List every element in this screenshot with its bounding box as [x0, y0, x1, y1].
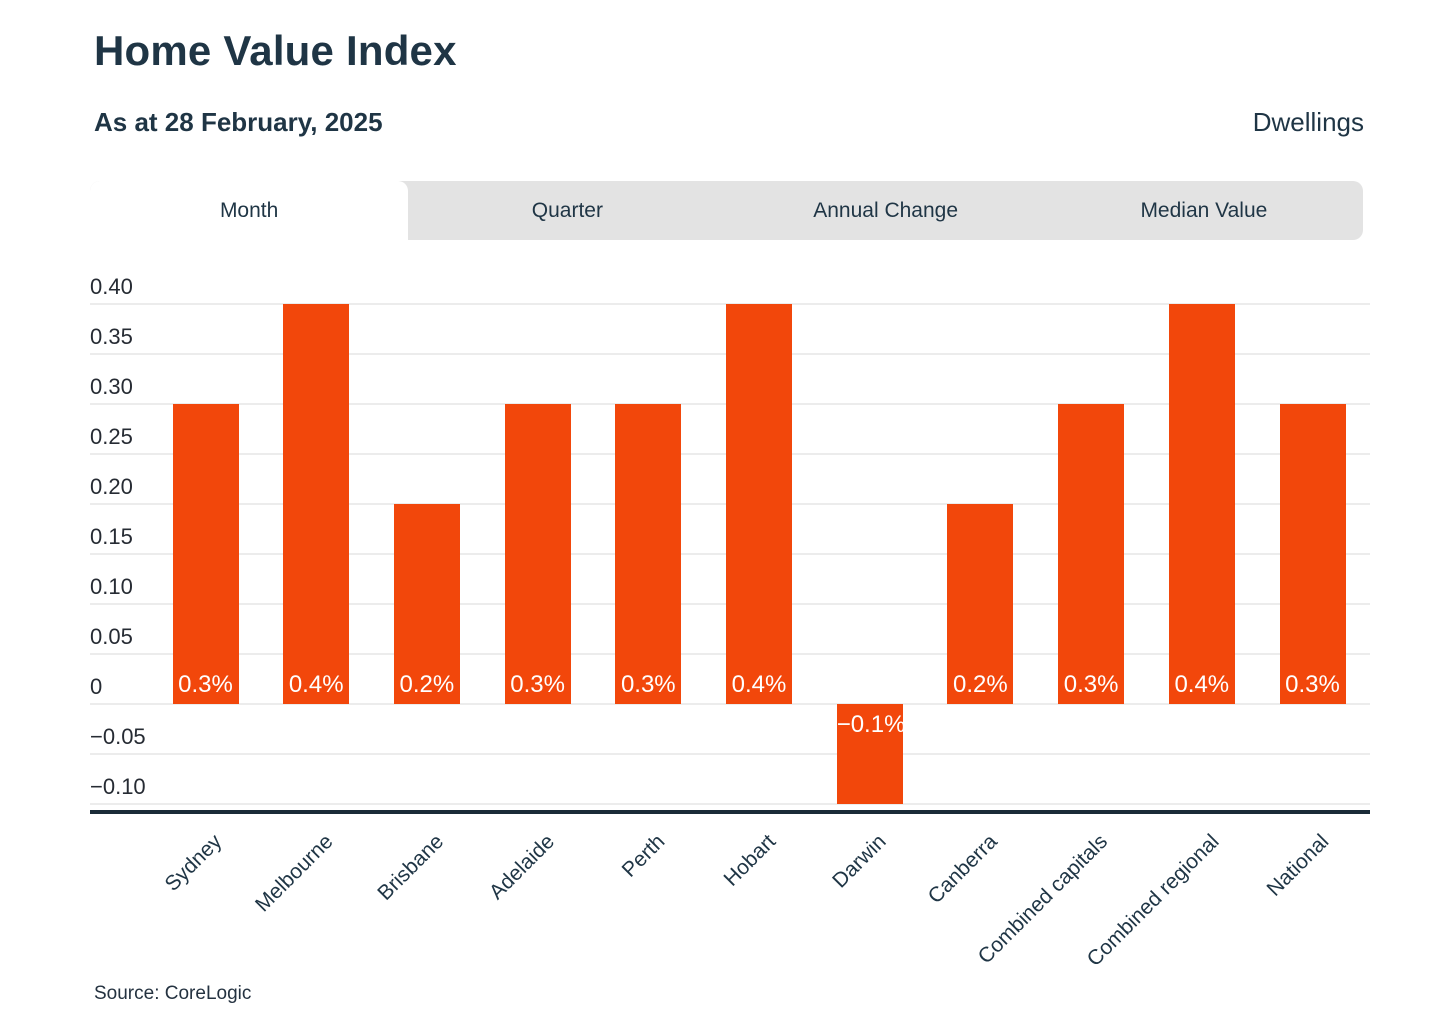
x-label-sydney: Sydney	[160, 830, 227, 896]
bar-national[interactable]: 0.3%	[1279, 404, 1346, 704]
tab-annual-change[interactable]: Annual Change	[813, 198, 959, 222]
dwellings-label: Dwellings	[1252, 107, 1364, 137]
bar-canberra[interactable]: 0.2%	[947, 504, 1014, 704]
bar-sydney[interactable]: 0.3%	[172, 404, 239, 704]
bar-value-label-combined-capitals: 0.3%	[1063, 671, 1119, 698]
y-tick-0-20: 0.20	[90, 474, 133, 499]
bar-value-label-canberra: 0.2%	[953, 671, 1008, 698]
y-tick-0-40: 0.40	[90, 274, 133, 299]
y-tick-0-35: 0.35	[90, 324, 133, 349]
bar-adelaide[interactable]: 0.3%	[504, 404, 571, 704]
bar-value-label-sydney: 0.3%	[178, 671, 233, 698]
bar-value-label-perth: 0.3%	[620, 671, 676, 698]
gridline--0-10	[90, 803, 1370, 805]
gridline-0	[90, 703, 1370, 705]
bar-value-label-national: 0.3%	[1285, 671, 1340, 698]
bar-value-label-darwin: −0.1%	[836, 711, 906, 738]
y-tick-0: 0	[90, 674, 103, 699]
x-label-brisbane: Brisbane	[373, 830, 449, 905]
y-tick-0-10: 0.10	[90, 574, 133, 599]
bar-value-label-melbourne: 0.4%	[288, 671, 344, 698]
bar-combined-regional[interactable]: 0.4%	[1168, 304, 1235, 704]
page-title: Home Value Index	[94, 27, 457, 74]
x-label-national: National	[1263, 830, 1334, 901]
bar-melbourne[interactable]: 0.4%	[283, 304, 350, 704]
x-label-darwin: Darwin	[828, 830, 891, 893]
y-tick--0-10: −0.10	[90, 774, 146, 799]
x-label-melbourne: Melbourne	[251, 830, 338, 917]
bar-value-label-adelaide: 0.3%	[510, 671, 565, 698]
source-attribution: Source: CoreLogic	[94, 983, 252, 1004]
y-tick-0-30: 0.30	[90, 374, 133, 399]
as-at-date: As at 28 February, 2025	[94, 107, 383, 137]
gridline--0-05	[90, 753, 1370, 755]
y-tick-0-15: 0.15	[90, 524, 133, 549]
x-label-perth: Perth	[617, 830, 670, 882]
bar-value-label-brisbane: 0.2%	[399, 671, 455, 698]
bar-brisbane[interactable]: 0.2%	[393, 504, 460, 704]
bar-chart: 0.40 0.35 0.30 0.25 0.20 0.15 0.10 0.05 0 −0.05 −0…	[90, 240, 1370, 1020]
bar-value-label-combined-regional: 0.4%	[1174, 671, 1230, 698]
y-tick--0-05: −0.05	[90, 724, 146, 749]
metric-tab-bar: Month Quarter Annual Change Median Value	[90, 181, 1363, 240]
bar-combined-capitals[interactable]: 0.3%	[1058, 404, 1125, 704]
x-axis-line	[90, 810, 1370, 814]
x-label-adelaide: Adelaide	[484, 830, 559, 905]
bar-darwin[interactable]: −0.1%	[836, 704, 906, 804]
tab-median-value[interactable]: Median Value	[1140, 198, 1268, 222]
y-tick-0-05: 0.05	[90, 624, 133, 649]
y-tick-0-25: 0.25	[90, 424, 133, 449]
bar-hobart[interactable]: 0.4%	[726, 304, 792, 704]
x-label-canberra: Canberra	[923, 830, 1002, 909]
tab-month[interactable]: Month	[90, 181, 409, 240]
tab-quarter[interactable]: Quarter	[531, 198, 603, 222]
x-label-hobart: Hobart	[719, 830, 781, 891]
bar-perth[interactable]: 0.3%	[615, 404, 682, 704]
bar-value-label-hobart: 0.4%	[731, 671, 787, 698]
